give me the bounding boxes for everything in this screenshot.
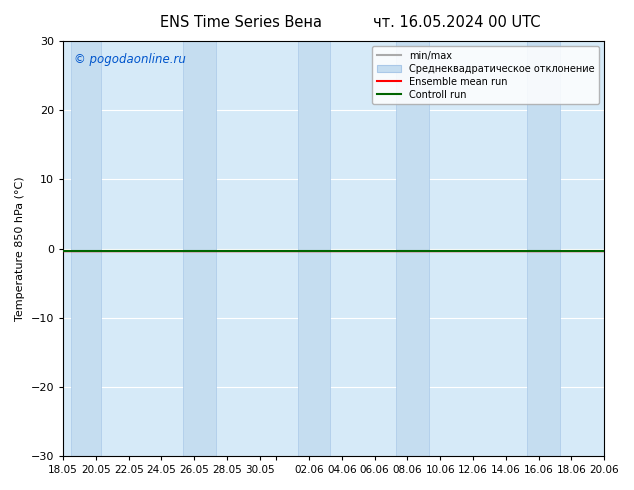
- Bar: [183, 41, 216, 456]
- Bar: [527, 41, 560, 456]
- Bar: [396, 41, 429, 456]
- Bar: [297, 41, 330, 456]
- Text: ENS Time Series Вена: ENS Time Series Вена: [160, 15, 322, 30]
- Legend: min/max, Среднеквадратическое отклонение, Ensemble mean run, Controll run: min/max, Среднеквадратическое отклонение…: [372, 46, 599, 104]
- Text: © pogodaonline.ru: © pogodaonline.ru: [74, 53, 186, 67]
- Y-axis label: Temperature 850 hPa (°C): Temperature 850 hPa (°C): [15, 176, 25, 321]
- Text: чт. 16.05.2024 00 UTC: чт. 16.05.2024 00 UTC: [373, 15, 540, 30]
- Bar: [71, 41, 101, 456]
